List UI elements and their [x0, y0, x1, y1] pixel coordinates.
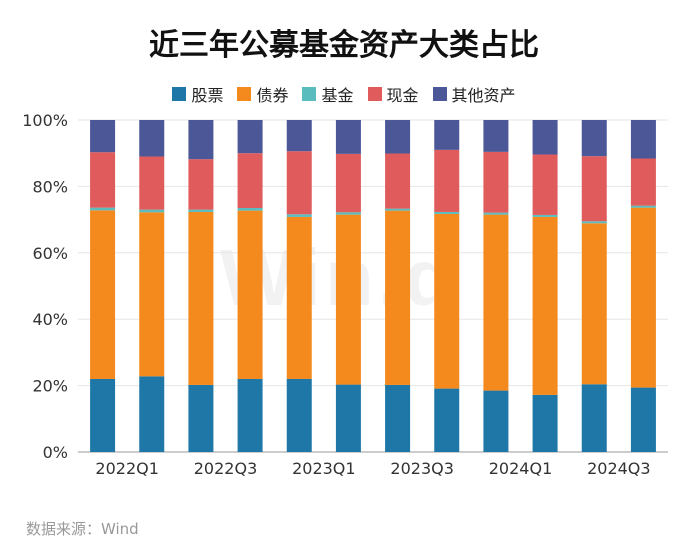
x-tick-label: 2024Q3 — [587, 459, 651, 478]
x-tick-label: 2022Q3 — [194, 459, 258, 478]
bar-segment — [581, 223, 607, 385]
bar-segment — [335, 120, 361, 154]
bar-segment — [630, 207, 656, 388]
bar-segment — [188, 211, 214, 385]
legend-swatch — [237, 87, 252, 101]
bar-segment — [237, 153, 263, 208]
bar-segment — [188, 384, 214, 452]
bar-segment — [139, 376, 165, 452]
bar-segment — [532, 154, 558, 215]
legend-swatch — [432, 87, 447, 101]
bar-segment — [90, 207, 116, 211]
bar-segment — [90, 120, 116, 153]
bar-segment — [90, 210, 116, 379]
bar-segment — [630, 120, 656, 159]
y-tick-label: 100% — [22, 111, 68, 130]
bar-segment — [139, 212, 165, 377]
legend-swatch — [367, 87, 382, 101]
legend-item: 其他资产 — [432, 82, 516, 106]
legend-label: 债券 — [256, 86, 289, 105]
x-tick-label: 2024Q1 — [489, 459, 553, 478]
bar-segment — [90, 152, 116, 208]
bar-segment — [335, 214, 361, 385]
bar-segment — [483, 214, 509, 391]
bar-segment — [335, 212, 361, 215]
bar-segment — [434, 213, 460, 389]
bar-segment — [581, 221, 607, 224]
bar-segment — [532, 120, 558, 155]
bar-segment — [286, 120, 312, 152]
y-tick-label: 60% — [32, 244, 68, 263]
bar-segment — [188, 120, 214, 160]
bar-segment — [286, 378, 312, 452]
bar-segment — [385, 120, 411, 154]
bar-segment — [581, 120, 607, 157]
x-tick-label: 2022Q1 — [95, 459, 159, 478]
bar-segment — [237, 207, 263, 211]
bar-segment — [385, 210, 411, 385]
legend: 股票 债券 基金 现金 其他资产 — [0, 82, 688, 106]
bar-segment — [139, 209, 165, 213]
bar-segment — [286, 216, 312, 379]
bar-segment — [483, 212, 509, 215]
legend-item: 基金 — [302, 82, 354, 106]
x-tick-label: 2023Q1 — [292, 459, 356, 478]
legend-label: 基金 — [321, 86, 354, 105]
bar-segment — [286, 151, 312, 215]
bar-segment — [483, 151, 509, 213]
bar-segment — [434, 388, 460, 452]
y-tick-label: 20% — [32, 377, 68, 396]
data-source-note: 数据来源：Wind — [26, 520, 139, 538]
legend-swatch — [172, 87, 187, 101]
bar-segment — [237, 378, 263, 452]
bar-segment — [434, 120, 460, 150]
bar-segment — [581, 384, 607, 452]
bar-segment — [581, 156, 607, 222]
bar-segment — [139, 156, 165, 210]
bar-segment — [385, 153, 411, 209]
bar-segment — [483, 390, 509, 452]
bar-segment — [532, 216, 558, 395]
bar-segment — [188, 209, 214, 212]
bar-segment — [434, 211, 460, 214]
bar-segment — [385, 208, 411, 211]
bar-segment — [335, 384, 361, 452]
bar-segment — [335, 153, 361, 213]
chart-title: 近三年公募基金资产大类占比 — [149, 28, 539, 63]
bar-segment — [188, 159, 214, 210]
bar-segment — [630, 205, 656, 208]
bar-segment — [532, 394, 558, 452]
bar-segment — [532, 214, 558, 217]
legend-label: 其他资产 — [451, 86, 516, 105]
y-tick-label: 80% — [32, 177, 68, 196]
bar-segment — [139, 120, 165, 157]
bar-segment — [286, 214, 312, 217]
bar-segment — [237, 210, 263, 379]
legend-item: 现金 — [367, 82, 419, 106]
x-tick-label: 2023Q3 — [390, 459, 454, 478]
legend-item: 债券 — [237, 82, 288, 106]
bar-segment — [630, 158, 656, 206]
bar-segment — [385, 384, 411, 452]
y-tick-label: 0% — [43, 443, 68, 462]
legend-item: 股票 — [172, 82, 223, 106]
bar-segment — [90, 378, 116, 452]
legend-label: 现金 — [386, 86, 419, 105]
y-tick-label: 40% — [32, 310, 68, 329]
bar-segment — [483, 120, 509, 152]
bar-segment — [630, 387, 656, 452]
legend-label: 股票 — [191, 86, 224, 105]
bar-segment — [237, 120, 263, 154]
legend-swatch — [302, 87, 317, 101]
bar-segment — [434, 149, 460, 212]
